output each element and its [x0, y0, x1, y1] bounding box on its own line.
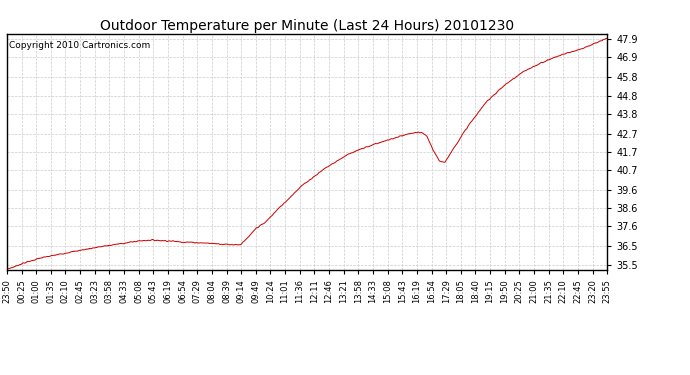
Text: Copyright 2010 Cartronics.com: Copyright 2010 Cartronics.com [9, 41, 150, 50]
Title: Outdoor Temperature per Minute (Last 24 Hours) 20101230: Outdoor Temperature per Minute (Last 24 … [100, 19, 514, 33]
